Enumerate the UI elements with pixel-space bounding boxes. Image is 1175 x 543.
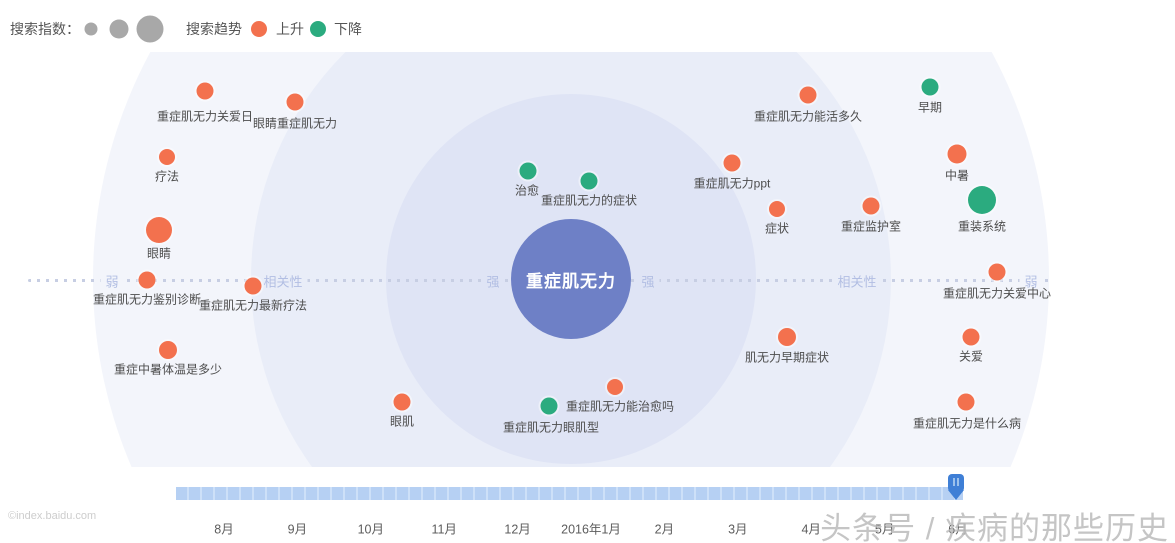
timeline-month-label: 2016年1月: [561, 522, 621, 537]
related-word-label[interactable]: 重症肌无力关爱中心: [942, 286, 1052, 301]
timeline-month-label: 11月: [431, 522, 457, 537]
slider-grip-line: [957, 478, 959, 486]
related-word-dot[interactable]: [286, 93, 304, 111]
related-word-label[interactable]: 重症监护室: [840, 219, 902, 234]
search-index-size-dot: [136, 15, 164, 43]
related-word-dot[interactable]: [723, 154, 741, 172]
related-word-label[interactable]: 重症肌无力鉴别诊断: [92, 292, 202, 307]
related-word-label[interactable]: 关爱: [958, 349, 984, 364]
related-word-label[interactable]: 重症肌无力是什么病: [912, 416, 1022, 431]
timeline-month-label: 5月: [874, 522, 895, 537]
timeline-month-label: 8月: [214, 522, 234, 537]
related-word-dot[interactable]: [580, 172, 598, 190]
related-word-dot[interactable]: [799, 86, 817, 104]
slider-pointer-icon: [948, 490, 964, 500]
related-word-dot[interactable]: [244, 277, 262, 295]
related-word-label[interactable]: 早期: [917, 100, 943, 115]
related-word-label[interactable]: 眼肌: [389, 414, 415, 429]
related-word-dot[interactable]: [968, 186, 996, 214]
related-word-label[interactable]: 重装系统: [957, 219, 1007, 234]
down-trend-label: 下降: [334, 21, 362, 37]
timeline-month-label: 9月: [287, 522, 308, 537]
timeline-slider-handle[interactable]: [948, 474, 964, 501]
related-word-label[interactable]: 症状: [764, 221, 790, 236]
related-word-dot[interactable]: [146, 217, 172, 243]
down-trend-dot-icon: [310, 21, 326, 37]
relevance-axis-label: 弱: [100, 270, 124, 292]
related-word-dot[interactable]: [862, 197, 880, 215]
related-word-label[interactable]: 重症肌无力ppt: [693, 176, 771, 191]
related-word-dot[interactable]: [138, 271, 156, 289]
timeline-month-label: 2月: [654, 522, 675, 537]
relevance-axis-label: 相关性: [832, 270, 882, 292]
baidu-index-watermark: ©index.baidu.com: [8, 510, 97, 522]
related-word-dot[interactable]: [607, 379, 623, 395]
related-word-label[interactable]: 重症中暑体温是多少: [113, 362, 223, 377]
related-word-label[interactable]: 重症肌无力能活多久: [753, 109, 863, 124]
related-word-dot[interactable]: [159, 341, 177, 359]
related-word-label[interactable]: 眼睛: [146, 246, 172, 261]
related-word-dot[interactable]: [947, 144, 967, 164]
relevance-axis-label: 强: [481, 270, 505, 292]
timeline-month-label: 12月: [504, 522, 531, 537]
related-word-label[interactable]: 治愈: [514, 183, 540, 198]
related-word-dot[interactable]: [988, 263, 1006, 281]
related-word-dot[interactable]: [519, 162, 537, 180]
up-trend-dot-icon: [251, 21, 267, 37]
related-word-dot[interactable]: [769, 201, 785, 217]
search-trend-legend-label: 搜索趋势: [186, 21, 242, 37]
timeline-month-label: 6月: [948, 522, 968, 537]
related-word-label[interactable]: 眼睛重症肌无力: [252, 116, 338, 131]
relevance-axis-label: 弱: [1019, 270, 1043, 292]
relevance-axis-label: 强: [636, 270, 660, 292]
related-word-label[interactable]: 肌无力早期症状: [744, 350, 830, 365]
related-word-label[interactable]: 中暑: [944, 168, 970, 183]
related-word-label[interactable]: 重症肌无力关爱日: [156, 109, 254, 124]
timeline-month-label: 3月: [728, 522, 748, 537]
relevance-axis-label: 相关性: [258, 270, 308, 292]
related-word-dot[interactable]: [962, 328, 980, 346]
related-word-label[interactable]: 重症肌无力最新疗法: [198, 298, 308, 313]
related-word-label[interactable]: 重症肌无力能治愈吗: [565, 399, 675, 414]
related-word-dot[interactable]: [393, 393, 411, 411]
related-word-dot[interactable]: [540, 397, 558, 415]
related-word-dot[interactable]: [159, 149, 175, 165]
related-word-dot[interactable]: [921, 78, 939, 96]
timeline-month-label: 4月: [801, 522, 821, 537]
related-word-label[interactable]: 疗法: [154, 169, 180, 184]
related-word-dot[interactable]: [196, 82, 214, 100]
timeline-track[interactable]: [176, 487, 963, 500]
toutiao-brand-watermark: 头条号 / 疾病的那些历史: [820, 511, 1169, 543]
center-keyword-bubble[interactable]: 重症肌无力: [511, 219, 631, 339]
slider-grip-line: [953, 478, 955, 486]
related-word-label[interactable]: 重症肌无力眼肌型: [502, 420, 600, 435]
slider-cap: [948, 474, 964, 492]
search-index-size-dot: [109, 19, 129, 39]
up-trend-label: 上升: [276, 21, 304, 37]
related-word-dot[interactable]: [957, 393, 975, 411]
timeline-month-label: 10月: [357, 522, 384, 537]
related-word-dot[interactable]: [778, 328, 796, 346]
related-word-label[interactable]: 重症肌无力的症状: [540, 193, 638, 208]
search-index-size-dot: [84, 22, 98, 36]
search-index-legend-label: 搜索指数：: [10, 21, 80, 37]
